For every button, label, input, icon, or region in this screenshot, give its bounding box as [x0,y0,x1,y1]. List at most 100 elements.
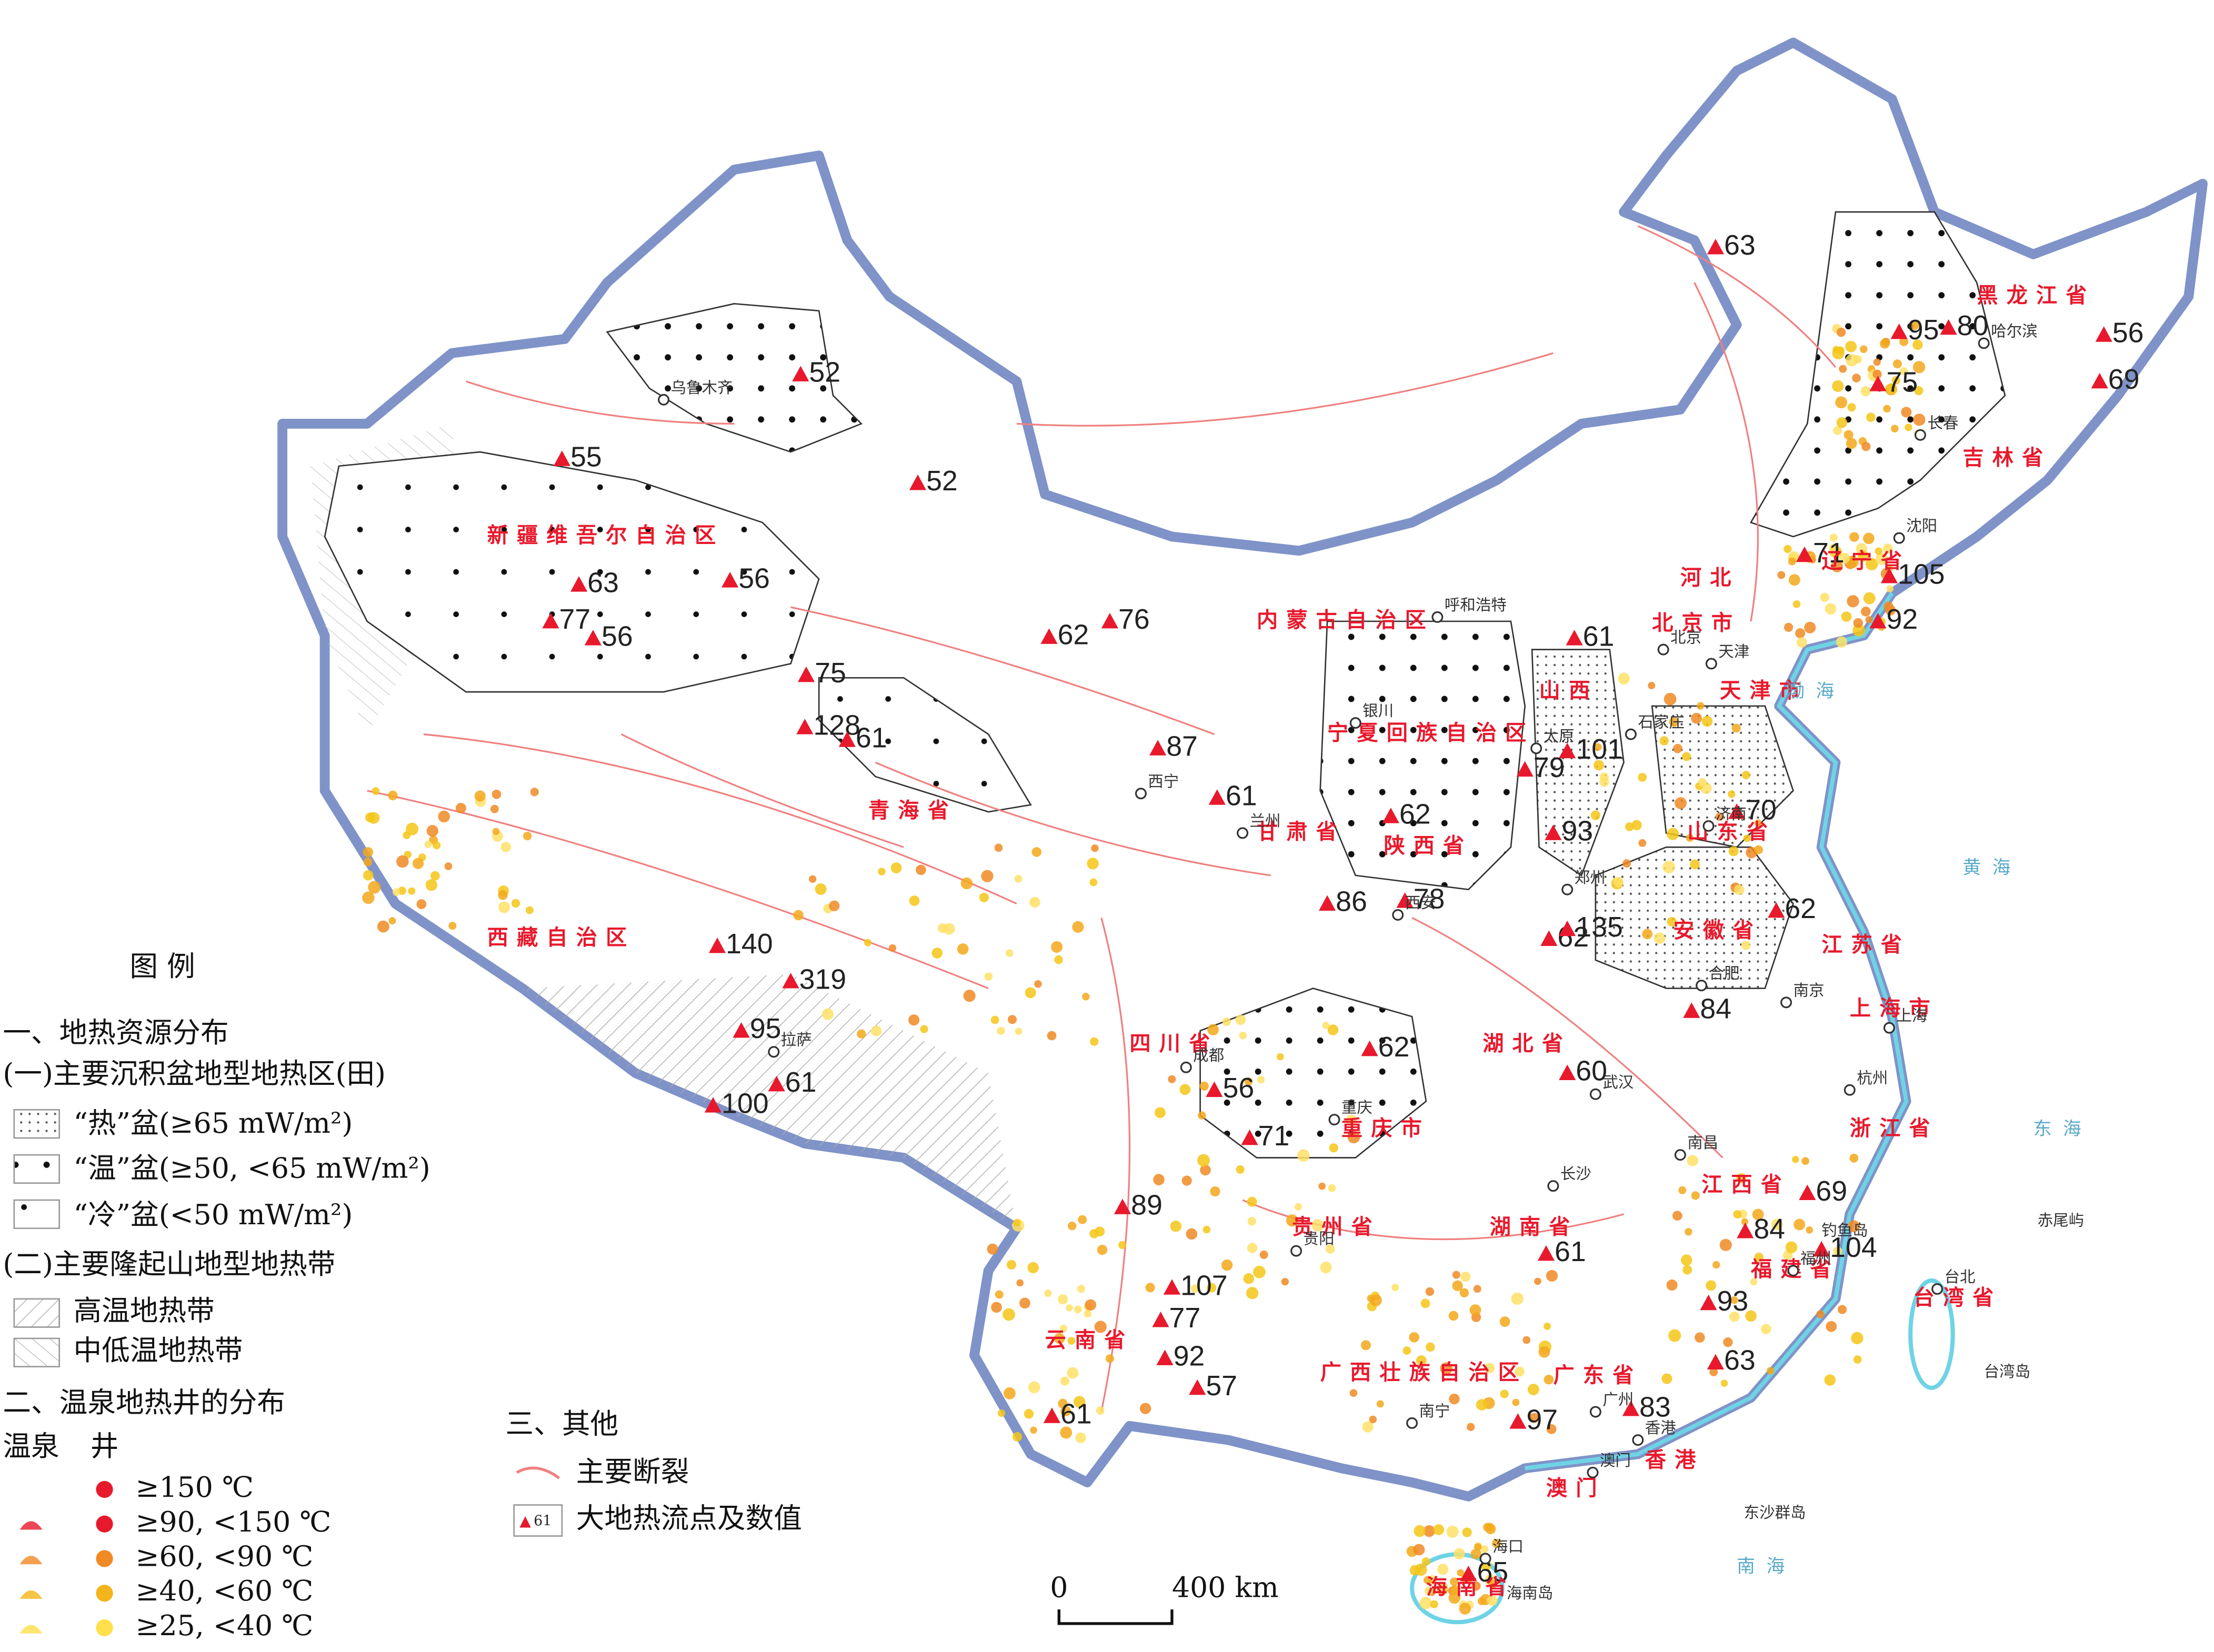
hot-spring-dot [1054,955,1063,964]
hot-spring-dot [1030,1426,1037,1434]
hot-spring-dot [1754,819,1762,827]
heat-flow-marker [1460,1565,1477,1582]
city-marker [1561,883,1574,895]
hot-spring-dot [1857,550,1869,562]
hot-spring-dot [388,917,396,925]
heat-flow-marker [1768,902,1785,918]
hot-spring-dot [1181,1175,1192,1186]
region-label: 山东省 [1687,820,1776,844]
scale-label: 400 km [1172,1571,1279,1604]
legend-swatch [13,1199,61,1230]
heat-flow-value: 140 [726,928,773,960]
hot-spring-dot [890,862,902,873]
hot-spring-dot [1836,327,1846,337]
hot-spring-dot [1327,1024,1339,1035]
heat-flow-value: 56 [2112,317,2144,348]
hot-spring-dot [1833,426,1842,435]
city-label: 北京 [1670,629,1701,647]
hot-spring-dot [908,1014,920,1026]
hot-spring-dot [1594,743,1602,751]
hot-spring-dot [1594,760,1605,771]
city-label: 东沙群岛 [1744,1504,1806,1522]
hot-spring-dot [1666,1280,1678,1291]
heat-flow-value: 135 [1576,911,1623,943]
city-marker [1589,1088,1601,1100]
hot-spring-dot [1425,1587,1433,1595]
hot-spring-dot [1075,1432,1086,1443]
hot-spring-dot [1853,618,1864,628]
hot-spring-dot [523,831,532,841]
hot-spring-dot [1105,1354,1115,1363]
city-marker [1696,980,1708,992]
hot-spring-dot [1771,1218,1783,1231]
city-marker [1705,658,1717,670]
hot-spring-dot [1661,1373,1672,1384]
hot-spring-dot [1471,1581,1481,1591]
heat-flow-marker [1940,319,1957,335]
hot-spring-dot [1544,1374,1554,1385]
hot-spring-dot [1297,1149,1310,1162]
heat-flow-value: 92 [1174,1341,1205,1372]
heat-flow-marker [838,731,856,747]
hot-spring-dot [1638,839,1647,847]
sea-label: 东海 [2033,1119,2093,1140]
hot-spring-dot [1094,1321,1107,1333]
hot-spring-dot [1170,1221,1181,1232]
hot-spring-dot [808,875,817,883]
city-label: 台北 [1945,1268,1976,1286]
hot-spring-dot [1311,1219,1324,1232]
legend-spring-icon [19,1625,43,1634]
hot-spring-dot [1865,558,1878,570]
hot-spring-dot [1743,834,1751,842]
high-temp-belt [522,974,1017,1228]
hot-spring-dot [1438,1582,1448,1592]
hot-spring-dot [1851,1332,1864,1345]
hot-spring-dot [1239,1032,1247,1040]
heat-flow-value: 95 [1908,314,1939,346]
hot-spring-dot [1085,1299,1097,1311]
hot-spring-dot [1360,1340,1371,1351]
hot-spring-dot [864,939,871,946]
heat-flow-marker [553,450,570,466]
hot-spring-dot [1804,621,1816,633]
city-label: 西宁 [1148,772,1179,790]
hot-spring-dot [995,1290,1004,1299]
heat-flow-marker [1537,1245,1555,1261]
hot-spring-dot [1433,1524,1445,1535]
region-label: 西藏自治区 [487,926,636,950]
city-label: 重庆 [1341,1099,1373,1116]
hot-spring-dot [1006,1260,1017,1270]
hot-spring-dot [1848,1220,1860,1233]
heat-flow-marker [722,572,739,588]
city-label: 太原 [1544,727,1575,745]
hot-spring-dot [1618,672,1630,685]
city-label: 兰州 [1249,812,1280,830]
hot-spring-dot [1097,1244,1108,1255]
hot-spring-dot [829,900,840,911]
hot-spring-dot [498,890,508,900]
basin-shanxi [1531,649,1625,877]
hot-spring-dot [931,948,943,959]
hot-spring-dot [1476,1399,1488,1411]
hot-spring-dot [1318,1182,1326,1190]
hot-spring-dot [1007,1015,1017,1024]
hot-spring-dot [1777,571,1786,579]
hot-spring-dot [1244,1077,1253,1086]
hot-spring-dot [1690,859,1700,870]
hot-spring-dot [1090,1037,1099,1046]
hot-spring-dot [1003,1387,1016,1399]
heat-flow-value: 62 [1785,893,1816,924]
city-marker [1780,996,1792,1009]
hot-spring-dot [498,901,510,913]
heat-flow-value: 57 [1206,1370,1237,1402]
heat-flow-marker [1545,824,1562,840]
hot-spring-dot [1499,1316,1510,1327]
hot-spring-dot [991,1302,1002,1313]
hot-spring-dot [1622,859,1631,868]
hot-spring-dot [1155,1107,1166,1119]
hot-spring-dot [1845,340,1857,352]
hot-spring-dot [1667,828,1679,840]
hot-spring-dot [1849,1153,1859,1163]
hot-spring-dot [1459,1288,1469,1298]
hot-spring-dot [1853,1355,1862,1364]
